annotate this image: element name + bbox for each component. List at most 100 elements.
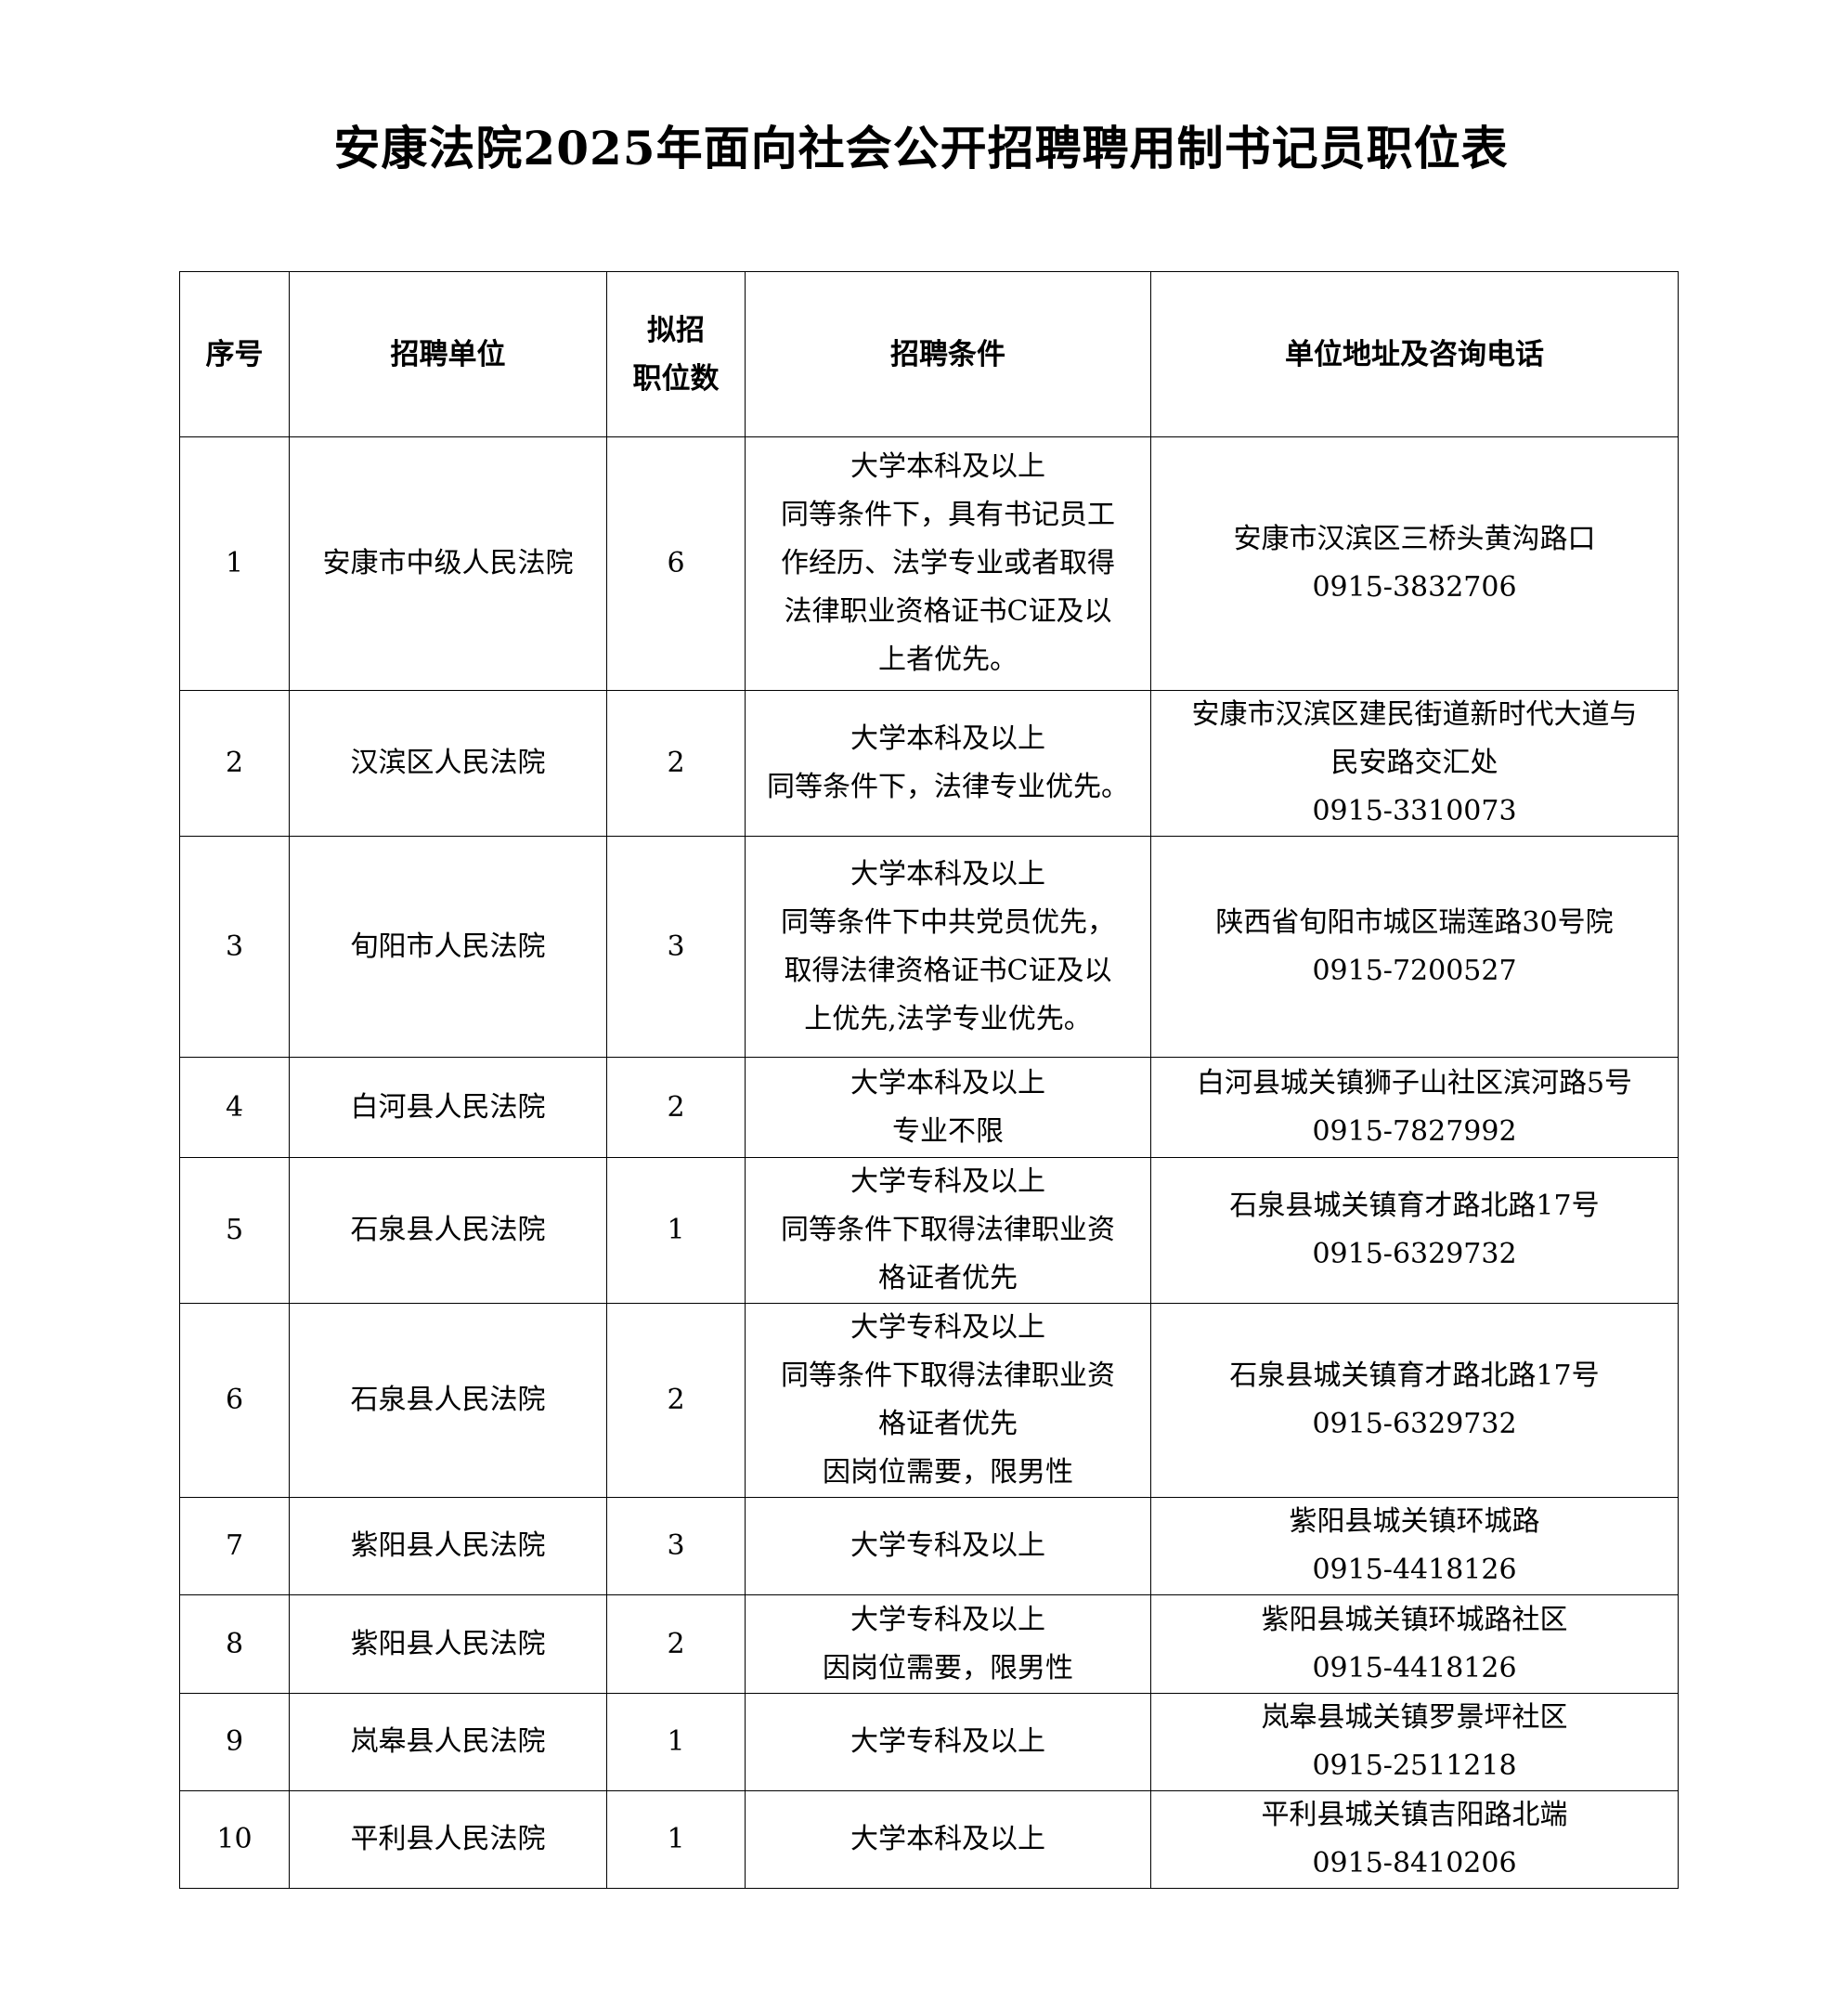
- address-phone-line: 岚皋县城关镇罗景坪社区: [1261, 1701, 1568, 1734]
- conditions-line: 大学专科及以上: [850, 1725, 1045, 1758]
- conditions: 大学本科及以上同等条件下，法律专业优先。: [745, 690, 1151, 837]
- address-phone: 陕西省旬阳市城区瑞莲路30号院 0915-7200527: [1150, 836, 1679, 1058]
- page-title: 安康法院2025年面向社会公开招聘聘用制书记员职位表: [333, 121, 1509, 176]
- positions-table: 序号 招聘单位 拟招 职位数 招聘条件 单位地址及咨询电话 1 安康市中级人民法院 6 大学本科…: [179, 271, 1679, 1889]
- conditions-line: 上优先,法学专业优先。: [804, 1002, 1092, 1035]
- address-phone-line: 0915-6329732: [1312, 1238, 1517, 1270]
- conditions-line: 大学专科及以上: [850, 1529, 1045, 1562]
- recruiting-unit: 平利县人民法院: [289, 1790, 607, 1889]
- address-phone-line: 平利县城关镇吉阳路北端: [1261, 1799, 1568, 1831]
- address-phone-line: 0915-6329732: [1312, 1408, 1517, 1440]
- address-phone: 安康市汉滨区三桥头黄沟路口 0915-3832706: [1150, 436, 1679, 691]
- address-phone-line: 0915-8410206: [1312, 1847, 1517, 1879]
- row-index: 5: [179, 1157, 290, 1304]
- conditions-line: 大学专科及以上: [850, 1603, 1045, 1636]
- address-phone-line: 0915-3832706: [1312, 571, 1517, 604]
- position-count: 3: [606, 1497, 746, 1595]
- conditions-line: 同等条件下，法律专业优先。: [767, 771, 1129, 803]
- table-row: 1 安康市中级人民法院 6 大学本科及以上 同等条件下，具有书记员工 作经历、法学专业或者…: [179, 436, 1679, 691]
- table-row: 2 汉滨区人民法院 2 大学本科及以上 同等条件下，法律专业优先。 安康市汉滨区建民街道新…: [179, 690, 1679, 837]
- position-count: 3: [606, 836, 746, 1058]
- address-phone-line: 陕西省旬阳市城区瑞莲路30号院: [1215, 905, 1614, 939]
- recruiting-unit: 汉滨区人民法院: [289, 690, 607, 837]
- row-index: 2: [179, 690, 290, 837]
- conditions-line: 上者优先。: [878, 644, 1018, 676]
- conditions: 大学本科及以上: [745, 1790, 1151, 1889]
- address-phone: 紫阳县城关镇环城路社区 0915-4418126: [1150, 1594, 1679, 1694]
- header-index: 序号: [179, 271, 290, 437]
- conditions-line: 格证者优先: [878, 1408, 1018, 1440]
- position-count: 1: [606, 1693, 746, 1791]
- position-count: 6: [606, 436, 746, 691]
- row-index: 1: [179, 436, 290, 691]
- conditions-line: 同等条件下取得法律职业资: [781, 1359, 1115, 1392]
- address-phone-line: 0915-2511218: [1312, 1749, 1517, 1782]
- header-text: 招聘单位: [390, 337, 506, 371]
- table-row: 8 紫阳县人民法院 2 大学专科及以上 因岗位需要，限男性 紫阳县城关镇环城路社区 0915…: [179, 1594, 1679, 1694]
- recruiting-unit: 石泉县人民法院: [289, 1157, 607, 1304]
- conditions-line: 因岗位需要，限男性: [823, 1456, 1073, 1489]
- address-phone: 紫阳县城关镇环城路 0915-4418126: [1150, 1497, 1679, 1595]
- conditions: 大学专科及以上: [745, 1497, 1151, 1595]
- header-text: 招聘条件: [890, 337, 1005, 371]
- conditions: 大学专科及以上: [745, 1693, 1151, 1791]
- conditions: 大学本科及以上 同等条件下，具有书记员工 作经历、法学专业或者取得 法律职业资格证书C…: [745, 436, 1151, 691]
- address-phone-line: 0915-3310073: [1312, 795, 1517, 827]
- address-phone-line: 紫阳县城关镇环城路: [1289, 1505, 1540, 1538]
- header-text: 单位地址及咨询电话: [1285, 337, 1544, 371]
- address-phone-line: 石泉县城关镇育才路北路17号: [1229, 1359, 1600, 1392]
- conditions-line: 大学专科及以上: [850, 1311, 1045, 1344]
- table-header-row: 序号 招聘单位 拟招职位数 招聘条件 单位地址及咨询电话: [179, 271, 1679, 437]
- address-phone-line: 0915-4418126: [1312, 1554, 1517, 1586]
- position-count: 2: [606, 1057, 746, 1158]
- address-phone-line: 紫阳县城关镇环城路社区: [1261, 1603, 1568, 1636]
- address-phone: 石泉县城关镇育才路北路17号 0915-6329732: [1150, 1157, 1679, 1304]
- recruiting-unit: 岚皋县人民法院: [289, 1693, 607, 1791]
- address-phone-line: 民安路交汇处: [1330, 747, 1498, 779]
- conditions-line: 同等条件下中共党员优先，: [781, 905, 1115, 939]
- conditions-line: 格证者优先: [878, 1262, 1018, 1294]
- address-phone-line: 安康市汉滨区三桥头黄沟路口: [1233, 523, 1596, 555]
- conditions-line: 大学专科及以上: [850, 1165, 1045, 1198]
- row-index: 10: [179, 1790, 290, 1889]
- header-text: 职位数: [632, 361, 720, 396]
- address-phone: 安康市汉滨区建民街道新时代大道与 民安路交汇处 0915-3310073: [1150, 690, 1679, 837]
- conditions-line: 大学本科及以上: [850, 722, 1045, 755]
- table-row: 6 石泉县人民法院 2 大学专科及以上 同等条件下取得法律职业资 格证者优先 因岗位需要，限…: [179, 1303, 1679, 1498]
- position-count: 1: [606, 1157, 746, 1304]
- conditions-line: 法律职业资格证书C证及以: [784, 595, 1112, 628]
- recruiting-unit: 紫阳县人民法院: [289, 1497, 607, 1595]
- conditions: 大学专科及以上同等条件下取得法律职业资 格证者优先因岗位需要，限男性: [745, 1303, 1151, 1498]
- conditions-line: 大学本科及以上: [850, 450, 1045, 483]
- address-phone: 岚皋县城关镇罗景坪社区 0915-2511218: [1150, 1693, 1679, 1791]
- recruiting-unit: 石泉县人民法院: [289, 1303, 607, 1498]
- address-phone-line: 0915-4418126: [1312, 1651, 1517, 1684]
- table-row: 10 平利县人民法院 1 大学本科及以上 平利县城关镇吉阳路北端 0915-8410206: [179, 1790, 1679, 1889]
- position-count: 2: [606, 1303, 746, 1498]
- table-row: 7 紫阳县人民法院 3 大学专科及以上 紫阳县城关镇环城路 0915-4418126: [179, 1497, 1679, 1595]
- row-index: 3: [179, 836, 290, 1058]
- conditions-line: 大学本科及以上: [850, 857, 1045, 891]
- conditions-line: 作经历、法学专业或者取得: [781, 547, 1115, 579]
- table-row: 4 白河县人民法院 2 大学本科及以上 专业不限 白河县城关镇狮子山社区滨河路5号 0915…: [179, 1057, 1679, 1158]
- header-address: 单位地址及咨询电话: [1150, 271, 1679, 437]
- conditions-line: 取得法律资格证书C证及以: [784, 954, 1112, 987]
- row-index: 6: [179, 1303, 290, 1498]
- recruiting-unit: 旬阳市人民法院: [289, 836, 607, 1058]
- address-phone-line: 白河县城关镇狮子山社区滨河路5号: [1196, 1066, 1633, 1099]
- conditions-line: 大学本科及以上: [850, 1823, 1045, 1855]
- row-index: 8: [179, 1594, 290, 1694]
- address-phone-line: 石泉县城关镇育才路北路17号: [1229, 1190, 1600, 1222]
- table-row: 9 岚皋县人民法院 1 大学专科及以上 岚皋县城关镇罗景坪社区 0915-2511218: [179, 1693, 1679, 1791]
- position-count: 2: [606, 1594, 746, 1694]
- conditions-line: 专业不限: [892, 1114, 1004, 1148]
- table-row: 5 石泉县人民法院 1 大学专科及以上同等条件下取得法律职业资 格证者优先 石泉县城关镇育…: [179, 1157, 1679, 1304]
- header-unit: 招聘单位: [289, 271, 607, 437]
- recruiting-unit: 安康市中级人民法院: [289, 436, 607, 691]
- header-text: 拟招: [647, 313, 705, 347]
- row-index: 4: [179, 1057, 290, 1158]
- address-phone: 石泉县城关镇育才路北路17号 0915-6329732: [1150, 1303, 1679, 1498]
- conditions-line: 同等条件下取得法律职业资: [781, 1214, 1115, 1246]
- conditions-line: 大学本科及以上: [850, 1066, 1045, 1099]
- table-row: 3 旬阳市人民法院 3 大学本科及以上同等条件下中共党员优先， 取得法律资格证书C证及以…: [179, 836, 1679, 1058]
